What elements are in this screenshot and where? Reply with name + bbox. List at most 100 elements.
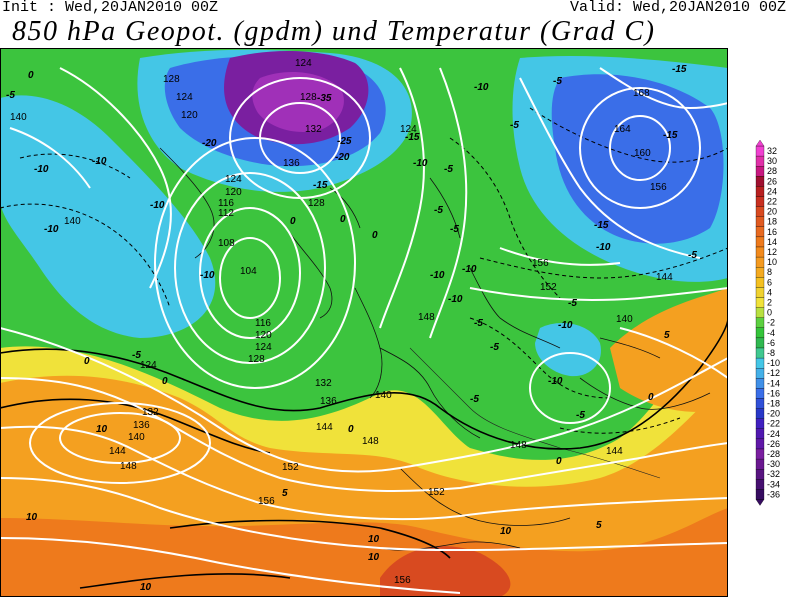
legend-box bbox=[755, 226, 765, 238]
geo-label-148-d: 148 bbox=[120, 461, 137, 472]
temp-label-neg5-d: -5 bbox=[444, 164, 453, 175]
temp-label-neg20-b: -20 bbox=[335, 152, 350, 163]
temp-label-neg5-e: -5 bbox=[434, 205, 443, 216]
temp-label-0-g: 0 bbox=[348, 424, 354, 435]
sea-hint bbox=[409, 347, 661, 479]
temp-label-10-a: 10 bbox=[96, 424, 108, 435]
temp-label-neg10-d: -10 bbox=[44, 224, 59, 235]
geo-label-144-a: 144 bbox=[316, 422, 333, 433]
geo-label-156-b: 156 bbox=[394, 575, 411, 586]
temp-field-blue-ne bbox=[551, 74, 724, 244]
temp-label-neg10-i: -10 bbox=[462, 264, 477, 275]
legend-color-boxes bbox=[755, 140, 765, 506]
geo-label-148-b: 148 bbox=[510, 440, 527, 451]
temp-label-0-a: 0 bbox=[28, 70, 34, 81]
geo-label-164: 164 bbox=[614, 124, 631, 135]
temp-label-10-b: 10 bbox=[26, 512, 38, 523]
temperature-legend: 32302826242220181614121086420-2-4-6-8-10… bbox=[755, 140, 780, 506]
temp-label-neg10-f: -10 bbox=[413, 158, 428, 169]
geo-label-116-a: 116 bbox=[218, 198, 234, 209]
geo-label-132-b: 132 bbox=[315, 378, 332, 389]
temp-label-neg10-l: -10 bbox=[558, 320, 573, 331]
isotherms bbox=[0, 317, 728, 589]
legend-label: -4 bbox=[767, 328, 775, 338]
legend-label: 22 bbox=[767, 197, 777, 207]
coastlines bbox=[159, 147, 711, 551]
legend-box bbox=[755, 176, 765, 187]
legend-label: -16 bbox=[767, 388, 780, 398]
legend-label: -18 bbox=[767, 399, 780, 409]
geo-label-132-c: 132 bbox=[142, 407, 159, 418]
temp-label-neg10-c: -10 bbox=[150, 200, 165, 211]
temp-label-neg20-a: -20 bbox=[202, 138, 217, 149]
temp-label-neg10-g: -10 bbox=[474, 82, 489, 93]
legend-label: -6 bbox=[767, 338, 775, 348]
legend-box bbox=[755, 398, 765, 409]
legend-box bbox=[755, 479, 765, 490]
legend-label: 28 bbox=[767, 166, 777, 176]
legend-arrow-down bbox=[755, 499, 765, 506]
geo-label-104: 104 bbox=[240, 266, 257, 277]
legend-label: 24 bbox=[767, 186, 777, 196]
valid-time: Valid: Wed,20JAN2010 00Z bbox=[569, 0, 786, 16]
legend-label: 26 bbox=[767, 176, 777, 186]
legend-label: -14 bbox=[767, 378, 780, 388]
legend-label: 30 bbox=[767, 156, 777, 166]
weather-map: 124 128 124 120 132 128 136 124 120 116 … bbox=[0, 48, 728, 597]
legend-box bbox=[755, 448, 765, 460]
geo-label-144-b: 144 bbox=[606, 446, 623, 457]
legend-label: -36 bbox=[767, 489, 780, 499]
temp-label-neg5-i: -5 bbox=[490, 342, 499, 353]
geo-label-120-b: 120 bbox=[225, 187, 242, 198]
legend-box bbox=[755, 428, 765, 440]
legend-label: 32 bbox=[767, 146, 777, 156]
legend-label: -20 bbox=[767, 409, 780, 419]
temp-label-neg5-a: -5 bbox=[6, 90, 15, 101]
geo-label-140-c: 140 bbox=[64, 216, 81, 227]
legend-label: -30 bbox=[767, 459, 780, 469]
temp-label-neg25: -25 bbox=[337, 136, 352, 147]
temp-label-neg10-k: -10 bbox=[596, 242, 611, 253]
legend-box bbox=[755, 388, 765, 399]
temp-label-neg5-g: -5 bbox=[688, 250, 697, 261]
temp-label-5-c: 5 bbox=[664, 330, 670, 341]
legend-label: 20 bbox=[767, 207, 777, 217]
geo-label-124-a: 124 bbox=[295, 58, 312, 69]
legend-label: -34 bbox=[767, 479, 780, 489]
geo-label-124-c: 124 bbox=[225, 174, 242, 185]
geo-label-120-c: 120 bbox=[255, 330, 272, 341]
legend-arrow-up bbox=[755, 140, 765, 147]
temp-label-neg15-d: -15 bbox=[663, 130, 678, 141]
geo-label-112: 112 bbox=[218, 208, 234, 219]
legend-box bbox=[755, 236, 765, 248]
geo-label-128-a: 128 bbox=[163, 74, 180, 85]
temp-label-neg10-e: -10 bbox=[200, 270, 215, 281]
legend-label: -32 bbox=[767, 469, 780, 479]
legend-box bbox=[755, 469, 765, 480]
legend-box bbox=[755, 317, 765, 328]
legend-box bbox=[755, 378, 765, 389]
legend-label: -2 bbox=[767, 318, 775, 328]
geo-label-156-d: 156 bbox=[650, 182, 667, 193]
temp-field-warm-east bbox=[610, 288, 728, 412]
legend-box bbox=[755, 166, 765, 177]
legend-box bbox=[755, 489, 765, 500]
legend-box bbox=[755, 327, 765, 339]
legend-labels: 32302826242220181614121086420-2-4-6-8-10… bbox=[767, 146, 780, 499]
geo-label-152-b: 152 bbox=[428, 487, 445, 498]
temp-label-neg5-h: -5 bbox=[568, 298, 577, 309]
geo-label-152-c: 152 bbox=[540, 282, 557, 293]
legend-box bbox=[755, 145, 765, 157]
legend-label: 18 bbox=[767, 217, 777, 227]
temp-label-neg15-e: -15 bbox=[594, 220, 609, 231]
geo-label-160: 160 bbox=[634, 148, 651, 159]
legend-box bbox=[755, 196, 765, 207]
temp-label-neg5-k: -5 bbox=[576, 410, 585, 421]
temp-label-10-f: 10 bbox=[368, 552, 380, 563]
legend-label: 2 bbox=[767, 298, 772, 308]
temp-label-0-f: 0 bbox=[162, 376, 168, 387]
legend-box bbox=[755, 357, 765, 369]
temp-label-0-i: 0 bbox=[648, 392, 654, 403]
legend-label: -24 bbox=[767, 429, 780, 439]
geo-label-140-e: 140 bbox=[616, 314, 633, 325]
